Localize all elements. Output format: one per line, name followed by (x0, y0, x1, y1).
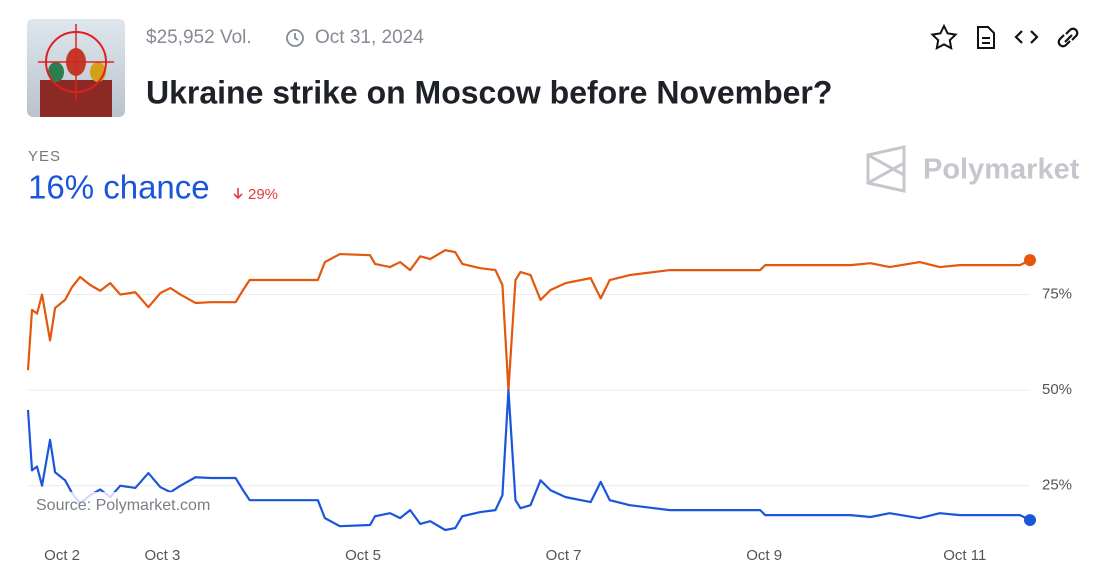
end-marker (1024, 254, 1036, 267)
volume: $25,952 Vol. (146, 27, 252, 48)
end-date: Oct 31, 2024 (315, 27, 424, 48)
clock-icon (286, 29, 304, 47)
embed-button[interactable] (1014, 30, 1039, 44)
change: 29% (248, 186, 278, 203)
x-tick-label: Oct 2 (44, 547, 80, 564)
y-tick-label: 75% (1042, 286, 1072, 303)
star-button[interactable] (930, 23, 958, 51)
x-tick-label: Oct 11 (943, 547, 986, 564)
end-marker (1024, 514, 1036, 527)
down-arrow (233, 188, 243, 200)
y-tick-label: 50% (1042, 381, 1072, 398)
x-tick-label: Oct 3 (144, 547, 180, 564)
source-bg (30, 492, 238, 518)
market-title: Ukraine strike on Moscow before November… (146, 74, 832, 110)
link-button[interactable] (1057, 27, 1079, 48)
y-tick-label: 25% (1042, 477, 1072, 494)
plot: 25% 50% 75% Oct 2 Oct 3 Oct 5 Oct 7 Oct 9 Oct 11 (26, 249, 1072, 564)
x-tick-label: Oct 7 (546, 547, 582, 564)
brand-name: Polymarket (923, 154, 1080, 186)
series-line (26, 249, 1031, 392)
document-button[interactable] (977, 26, 995, 49)
source: Source: Polymarket.com (36, 497, 210, 514)
x-tick-label: Oct 9 (746, 547, 782, 564)
x-tick-label: Oct 5 (345, 547, 381, 564)
chance: 16% chance (28, 169, 210, 206)
thumbnail (27, 19, 125, 117)
brand-logo (866, 145, 906, 193)
outcome-label: YES (28, 148, 61, 165)
